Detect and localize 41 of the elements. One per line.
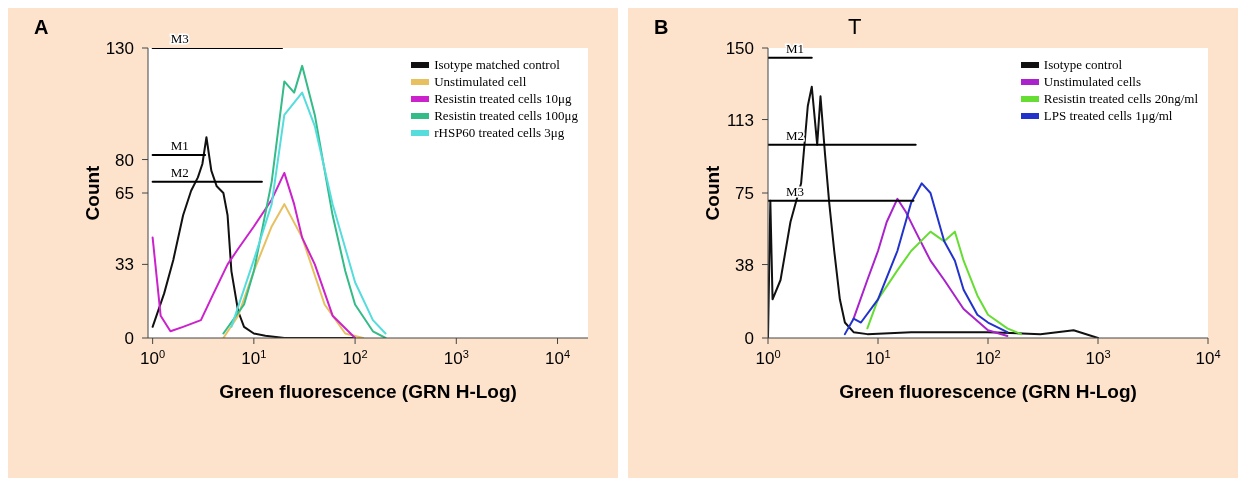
x-axis-title: Green fluorescence (GRN H-Log) — [839, 381, 1137, 402]
x-tick-label: 10$^{3}$ — [443, 348, 469, 368]
legend-label: Resistin treated cells 20ng/ml — [1043, 90, 1198, 107]
x-tick-label: 10$^{0}$ — [140, 348, 166, 368]
series-label: M2 — [170, 164, 189, 180]
y-tick-label: 0 — [744, 329, 754, 348]
x-tick-label: 10$^{2}$ — [975, 348, 1001, 368]
y-tick-label: 150 — [725, 39, 754, 58]
text: T — [848, 14, 862, 40]
legend-label: Unstimulated cells — [1043, 73, 1141, 90]
y-tick-label: 0 — [124, 329, 134, 348]
y-tick-label: 65 — [115, 184, 134, 203]
y-axis-title: Count — [701, 164, 723, 221]
legend-label: LPS treated cells 1μg/ml — [1043, 107, 1173, 124]
x-tick-label: 10$^{1}$ — [865, 348, 891, 368]
chart-title: A — [34, 16, 49, 39]
series-label: M2 — [786, 127, 805, 143]
y-tick-label: 33 — [115, 255, 134, 275]
y-axis-title: Count — [81, 164, 103, 221]
y-tick-label: 75 — [735, 184, 754, 203]
series-label: M3 — [170, 31, 189, 46]
x-tick-label: 10$^{4}$ — [1195, 348, 1221, 368]
x-tick-label: 10$^{3}$ — [1085, 348, 1111, 368]
y-tick-label: 130 — [105, 39, 134, 58]
legend-label: Isotype matched control — [434, 56, 560, 73]
legend-label: rHSP60 treated cells 3μg — [434, 124, 565, 141]
series-label: M1 — [170, 138, 189, 154]
series-label: M1 — [786, 40, 805, 56]
y-tick-label: 80 — [115, 150, 134, 170]
legend-label: Unstimulated cell — [434, 73, 527, 90]
y-tick-label: 38 — [735, 255, 754, 275]
x-tick-label: 10$^{4}$ — [544, 348, 571, 368]
y-tick-label: 113 — [726, 110, 754, 130]
legend-label: Resistin treated cells 100μg — [434, 107, 578, 124]
x-axis-title: Green fluorescence (GRN H-Log) — [219, 381, 517, 402]
legend-label: Resistin treated cells 10μg — [434, 90, 572, 107]
x-tick-label: 10$^{2}$ — [342, 348, 368, 368]
x-tick-label: 10$^{1}$ — [241, 348, 267, 368]
legend-label: Isotype control — [1043, 56, 1123, 73]
x-tick-label: 10$^{0}$ — [755, 348, 781, 368]
chart-title: B — [654, 16, 669, 39]
